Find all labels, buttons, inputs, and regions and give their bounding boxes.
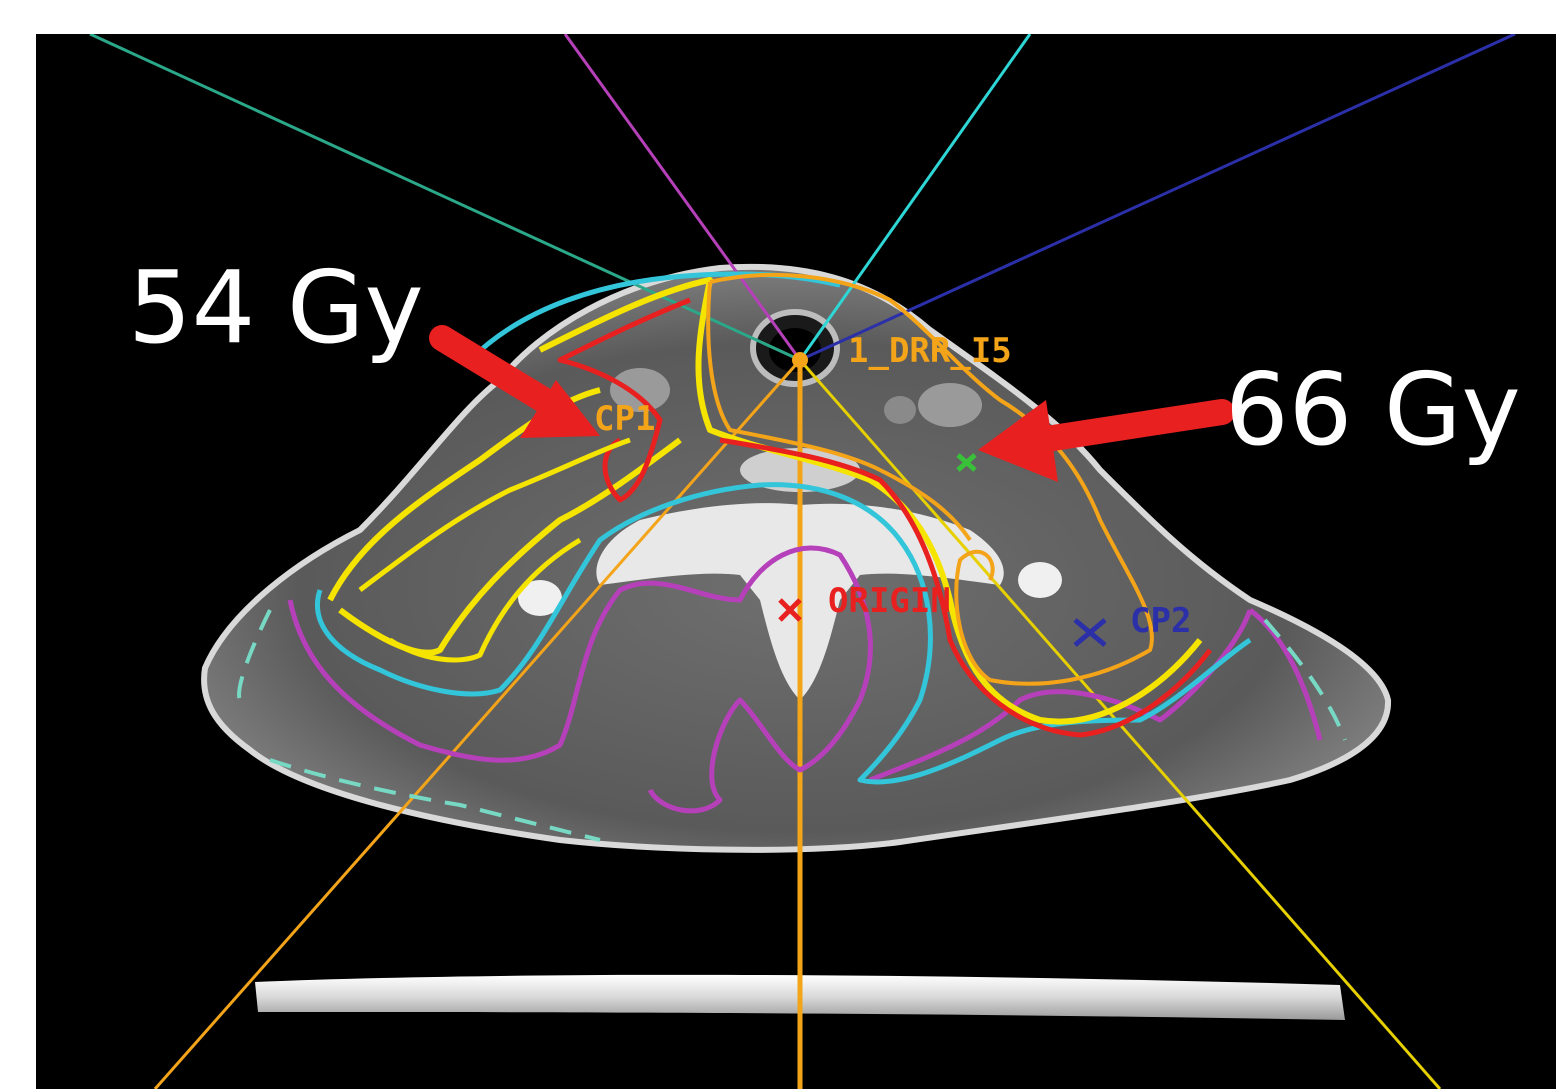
cp2-label: CP2 xyxy=(1130,601,1191,641)
dose-arrow-left xyxy=(429,325,600,438)
isodose-red xyxy=(557,297,1212,738)
dose-arrow-right xyxy=(978,399,1235,482)
isocenter-marker xyxy=(792,352,808,368)
beam-blue xyxy=(799,34,1516,362)
dose-label-54: 54 Gy xyxy=(128,249,424,366)
isodose-orange xyxy=(706,272,1154,686)
cp1-label: CP1 xyxy=(594,399,655,439)
isodose-contours xyxy=(237,271,1347,842)
drr-label: 1_DRR_I5 xyxy=(848,331,1012,371)
beam-cyan xyxy=(798,34,1032,361)
beam-magenta xyxy=(563,34,802,361)
vessel-right xyxy=(918,383,982,427)
dose-label-66: 66 Gy xyxy=(1225,351,1521,468)
isodose-yellow-inner xyxy=(358,437,631,663)
origin-label: ORIGIN xyxy=(828,581,951,621)
beam-orange-left xyxy=(153,359,802,1089)
crosshair-markers xyxy=(778,352,1107,647)
vessel-left xyxy=(610,368,670,412)
isodose-aqua-dash xyxy=(237,609,1347,842)
overlay-labels: 1_DRR_I5 CP1 ORIGIN CP2 xyxy=(594,331,1191,641)
